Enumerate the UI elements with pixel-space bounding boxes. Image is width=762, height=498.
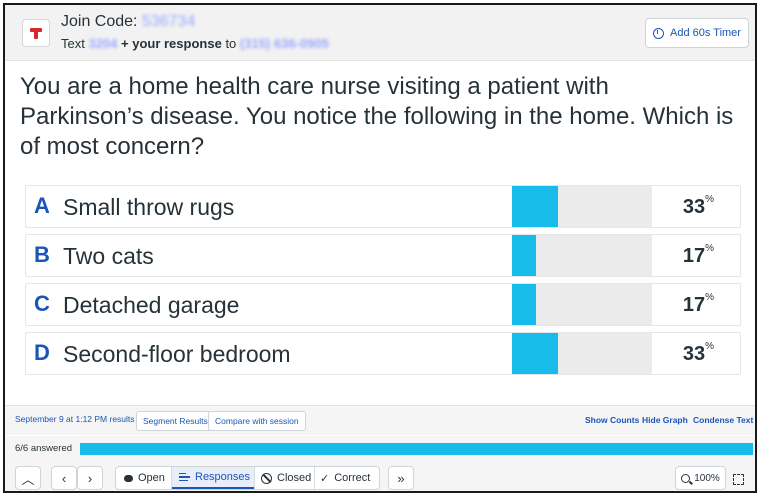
percent-sign: % bbox=[705, 341, 714, 352]
activity-state-switcher: Open Responses Closed ✓ Correct bbox=[115, 466, 380, 490]
option-text: Detached garage bbox=[63, 292, 240, 318]
option-percent: 17% bbox=[682, 292, 714, 317]
option-percent-value: 33 bbox=[682, 343, 706, 365]
segment-results-button[interactable]: Segment Results bbox=[136, 411, 215, 431]
session-selector-label: September 9 at 1:12 PM results bbox=[15, 414, 135, 424]
option-letter: B bbox=[34, 242, 50, 267]
next-button[interactable]: › bbox=[77, 466, 103, 490]
condense-text-link[interactable]: Condense Text bbox=[693, 415, 754, 425]
response-option-d: D Second-floor bedroom 33% bbox=[25, 332, 741, 375]
option-percent-value: 33 bbox=[682, 196, 706, 218]
previous-button[interactable]: ‹ bbox=[51, 466, 77, 490]
text-to: to bbox=[225, 36, 237, 51]
ban-icon bbox=[261, 472, 272, 484]
text-code: 3204 bbox=[88, 36, 118, 51]
chevron-right-icon: › bbox=[87, 470, 93, 486]
chevron-left-icon: ‹ bbox=[61, 470, 67, 486]
skip-forward-button[interactable]: » bbox=[388, 466, 414, 490]
state-correct-label: Correct bbox=[334, 472, 371, 484]
percent-sign: % bbox=[705, 292, 714, 303]
header: Join Code: 536734 Text 3204 + your respo… bbox=[5, 5, 755, 61]
poll-window: Join Code: 536734 Text 3204 + your respo… bbox=[3, 3, 757, 493]
compare-session-button[interactable]: Compare with session bbox=[208, 411, 306, 431]
option-bar-track bbox=[512, 333, 652, 374]
magnifier-icon bbox=[681, 473, 691, 483]
option-bar-fill bbox=[512, 333, 559, 374]
speech-bubble-icon bbox=[124, 474, 133, 482]
zoom-control[interactable]: 100% bbox=[675, 466, 726, 490]
state-open[interactable]: Open bbox=[124, 467, 165, 489]
segment-divider bbox=[314, 467, 315, 489]
answered-count: 6/6 answered bbox=[15, 443, 73, 454]
options-list: A Small throw rugs 33% B Two cats 17% C Detache… bbox=[25, 185, 741, 381]
stopwatch-icon bbox=[653, 27, 665, 39]
option-bar-fill bbox=[512, 186, 559, 227]
state-responses-label: Responses bbox=[195, 471, 251, 483]
percent-sign: % bbox=[705, 194, 714, 205]
response-option-a: A Small throw rugs 33% bbox=[25, 185, 741, 228]
option-text: Two cats bbox=[63, 243, 154, 269]
question-text: You are a home health care nurse visitin… bbox=[20, 73, 734, 160]
answered-progress-track bbox=[80, 443, 753, 455]
option-letter: C bbox=[34, 291, 50, 316]
join-code-line: Join Code: 536734 bbox=[61, 13, 195, 31]
add-timer-button[interactable]: Add 60s Timer bbox=[645, 18, 749, 48]
hide-graph-link[interactable]: Hide Graph bbox=[642, 415, 688, 425]
session-selector[interactable]: September 9 at 1:12 PM results ▾ bbox=[15, 414, 141, 425]
answered-row: 6/6 answered bbox=[5, 436, 755, 462]
option-percent: 33% bbox=[682, 341, 714, 366]
checkmark-icon: ✓ bbox=[320, 472, 330, 485]
bar-lines-icon bbox=[179, 472, 190, 482]
option-bar-track bbox=[512, 284, 652, 325]
option-bar-track bbox=[512, 186, 652, 227]
option-percent-value: 17 bbox=[682, 245, 706, 267]
state-closed[interactable]: Closed bbox=[261, 467, 311, 489]
segment-divider bbox=[254, 467, 255, 489]
join-code-label: Join Code: bbox=[61, 13, 138, 30]
join-code-value: 536734 bbox=[141, 13, 196, 30]
fullscreen-icon[interactable] bbox=[733, 474, 744, 485]
percent-sign: % bbox=[705, 243, 714, 254]
results-toolbar: September 9 at 1:12 PM results ▾ Segment… bbox=[5, 405, 755, 435]
show-counts-link[interactable]: Show Counts bbox=[585, 415, 640, 425]
response-option-c: C Detached garage 17% bbox=[25, 283, 741, 326]
answered-progress-fill bbox=[80, 443, 753, 455]
state-open-label: Open bbox=[138, 472, 165, 484]
collapse-up-button[interactable]: ︿ bbox=[15, 466, 41, 490]
zoom-level: 100% bbox=[694, 472, 720, 484]
option-bar-fill bbox=[512, 284, 536, 325]
option-text: Second-floor bedroom bbox=[63, 341, 291, 367]
bottom-navigation: ︿ ‹ › Open Responses Closed bbox=[5, 462, 755, 491]
response-option-b: B Two cats 17% bbox=[25, 234, 741, 277]
text-prefix: Text bbox=[61, 36, 85, 51]
option-percent-value: 17 bbox=[682, 294, 706, 316]
chevron-up-icon: ︿ bbox=[21, 471, 35, 487]
option-letter: A bbox=[34, 193, 50, 218]
option-bar-fill bbox=[512, 235, 536, 276]
option-letter: D bbox=[34, 340, 50, 365]
segment-divider bbox=[171, 467, 172, 489]
double-chevron-right-icon: » bbox=[397, 470, 405, 486]
text-response-label: + your response bbox=[121, 36, 222, 51]
app-logo-icon bbox=[22, 19, 50, 47]
text-instructions: Text 3204 + your response to (315) 636-0… bbox=[61, 36, 329, 51]
state-responses[interactable]: Responses bbox=[172, 467, 254, 489]
phone-number: (315) 636-0905 bbox=[239, 36, 329, 51]
state-correct[interactable]: ✓ Correct bbox=[320, 467, 370, 489]
option-percent: 17% bbox=[682, 243, 714, 268]
add-timer-label: Add 60s Timer bbox=[670, 27, 741, 39]
option-bar-track bbox=[512, 235, 652, 276]
state-closed-label: Closed bbox=[277, 472, 312, 484]
option-text: Small throw rugs bbox=[63, 194, 235, 220]
option-percent: 33% bbox=[682, 194, 714, 219]
